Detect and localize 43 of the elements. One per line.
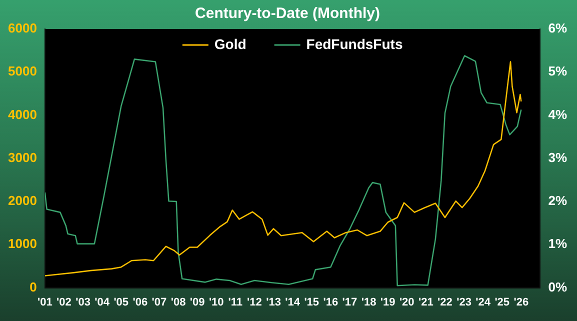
y2-tick-label: 0% xyxy=(548,279,568,294)
x-tick-label: '17 xyxy=(342,296,358,308)
y-tick-label: 3000 xyxy=(8,150,37,165)
x-tick-label: '15 xyxy=(304,296,320,308)
x-tick-label: '13 xyxy=(266,296,281,308)
y-tick-label: 4000 xyxy=(8,106,37,122)
x-tick-label: '21 xyxy=(418,296,434,308)
y2-tick-label: 5% xyxy=(548,64,568,79)
legend-label: FedFundsFuts xyxy=(306,36,403,52)
x-tick-label: '04 xyxy=(94,296,110,308)
x-tick-label: '01 xyxy=(37,296,52,308)
x-tick-label: '05 xyxy=(114,296,129,308)
y-tick-label: 1000 xyxy=(8,236,37,252)
x-tick-label: '12 xyxy=(247,296,262,308)
x-tick-label: '08 xyxy=(170,296,186,308)
x-tick-label: '22 xyxy=(438,296,452,308)
y2-tick-label: 4% xyxy=(548,106,568,122)
x-tick-label: '14 xyxy=(285,296,301,308)
y2-tick-label: 3% xyxy=(548,150,568,165)
x-tick-label: '11 xyxy=(228,296,243,308)
x-tick-label: '16 xyxy=(323,296,338,308)
x-tick-label: '19 xyxy=(380,296,396,308)
y2-tick-label: 1% xyxy=(548,236,568,252)
x-tick-label: '10 xyxy=(208,296,224,308)
x-tick-label: '02 xyxy=(56,296,72,308)
y2-tick-label: 2% xyxy=(548,193,568,208)
x-tick-label: '23 xyxy=(456,296,472,308)
x-tick-label: '26 xyxy=(514,296,529,308)
y-tick-label: 0 xyxy=(30,279,37,294)
x-tick-label: '18 xyxy=(361,296,376,308)
y-tick-label: 6000 xyxy=(8,20,37,36)
x-tick-label: '03 xyxy=(76,296,90,308)
y-tick-label: 5000 xyxy=(8,64,37,79)
x-tick-label: '06 xyxy=(132,296,148,308)
x-tick-label: '20 xyxy=(399,296,414,308)
y-tick-label: 2000 xyxy=(8,193,37,208)
x-tick-label: '07 xyxy=(152,296,167,308)
x-tick-label: '09 xyxy=(190,296,205,308)
legend-label: Gold xyxy=(214,36,246,52)
chart-title: Century-to-Date (Monthly) xyxy=(195,5,380,22)
x-tick-label: '25 xyxy=(494,296,510,308)
x-tick-label: '24 xyxy=(476,296,492,308)
y2-tick-label: 6% xyxy=(548,20,568,36)
